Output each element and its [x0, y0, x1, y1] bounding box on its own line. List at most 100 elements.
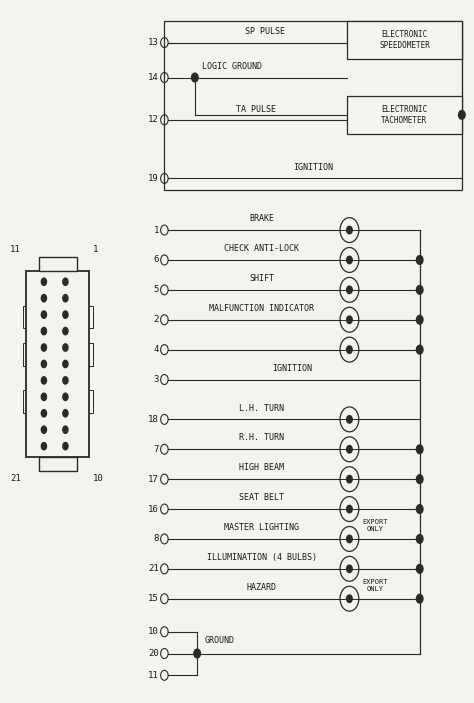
Text: 11: 11: [148, 671, 159, 680]
Circle shape: [62, 343, 69, 352]
Text: 7: 7: [154, 445, 159, 453]
Circle shape: [346, 535, 352, 543]
Circle shape: [417, 285, 423, 295]
Text: ILLUMINATION (4 BULBS): ILLUMINATION (4 BULBS): [207, 553, 317, 562]
Circle shape: [458, 110, 465, 120]
Text: 2: 2: [154, 315, 159, 324]
Bar: [164, 22, 462, 190]
Circle shape: [417, 256, 423, 264]
Circle shape: [346, 226, 352, 234]
Circle shape: [62, 294, 69, 302]
Text: 16: 16: [148, 505, 159, 514]
Text: MASTER LIGHTING: MASTER LIGHTING: [224, 523, 299, 532]
Text: HIGH BEAM: HIGH BEAM: [239, 463, 284, 472]
Bar: [86, 343, 92, 366]
Text: LOGIC GROUND: LOGIC GROUND: [202, 63, 262, 71]
Circle shape: [417, 505, 423, 513]
Text: R.H. TURN: R.H. TURN: [239, 434, 284, 442]
Circle shape: [62, 310, 69, 319]
Text: 10: 10: [148, 627, 159, 636]
Bar: [86, 390, 92, 413]
Text: 15: 15: [148, 594, 159, 603]
Bar: [26, 271, 90, 458]
Text: EXPORT
ONLY: EXPORT ONLY: [363, 579, 388, 592]
Text: GROUND: GROUND: [204, 636, 234, 645]
Circle shape: [41, 278, 47, 286]
Text: 5: 5: [154, 285, 159, 295]
Text: ELECTRONIC
TACHOMETER: ELECTRONIC TACHOMETER: [382, 105, 428, 124]
Circle shape: [417, 475, 423, 484]
Bar: [347, 96, 462, 134]
Circle shape: [62, 376, 69, 385]
Text: 3: 3: [154, 375, 159, 384]
Text: 21: 21: [10, 475, 20, 483]
Circle shape: [41, 441, 47, 451]
Circle shape: [346, 475, 352, 483]
Circle shape: [194, 649, 201, 658]
Text: SHIFT: SHIFT: [249, 274, 274, 283]
Circle shape: [62, 360, 69, 368]
Text: 20: 20: [148, 649, 159, 658]
Circle shape: [417, 316, 423, 324]
Text: BRAKE: BRAKE: [249, 214, 274, 224]
Bar: [39, 257, 77, 271]
Circle shape: [346, 346, 352, 354]
Text: TA PULSE: TA PULSE: [236, 105, 276, 114]
Text: 8: 8: [154, 534, 159, 543]
Bar: [23, 390, 29, 413]
Circle shape: [346, 595, 352, 602]
Text: 17: 17: [148, 475, 159, 484]
Text: IGNITION: IGNITION: [272, 363, 312, 373]
Text: 19: 19: [148, 174, 159, 183]
Text: 1: 1: [93, 245, 99, 254]
Bar: [23, 306, 29, 328]
Text: CHECK ANTI-LOCK: CHECK ANTI-LOCK: [224, 244, 299, 253]
Circle shape: [346, 505, 352, 512]
Text: ELECTRONIC
SPEEDOMETER: ELECTRONIC SPEEDOMETER: [379, 30, 430, 50]
Circle shape: [41, 392, 47, 401]
Text: SEAT BELT: SEAT BELT: [239, 494, 284, 502]
Bar: [39, 458, 77, 471]
Text: 10: 10: [93, 475, 104, 483]
Circle shape: [41, 409, 47, 418]
Circle shape: [41, 294, 47, 302]
Circle shape: [417, 345, 423, 354]
Text: 14: 14: [148, 73, 159, 82]
Circle shape: [62, 327, 69, 335]
Circle shape: [41, 327, 47, 335]
Circle shape: [41, 425, 47, 434]
Circle shape: [41, 376, 47, 385]
Circle shape: [62, 278, 69, 286]
Text: IGNITION: IGNITION: [293, 163, 333, 172]
Text: 6: 6: [154, 255, 159, 264]
Text: 1: 1: [154, 226, 159, 235]
Text: HAZARD: HAZARD: [246, 583, 277, 592]
Bar: [86, 306, 92, 328]
Circle shape: [417, 534, 423, 543]
Circle shape: [62, 425, 69, 434]
Circle shape: [41, 343, 47, 352]
Text: EXPORT
ONLY: EXPORT ONLY: [363, 519, 388, 532]
Circle shape: [417, 565, 423, 573]
Circle shape: [62, 409, 69, 418]
Circle shape: [346, 316, 352, 323]
Circle shape: [62, 392, 69, 401]
Text: 13: 13: [148, 38, 159, 47]
Text: 12: 12: [148, 115, 159, 124]
Circle shape: [417, 594, 423, 603]
Circle shape: [346, 286, 352, 294]
Circle shape: [62, 441, 69, 451]
Circle shape: [346, 256, 352, 264]
Circle shape: [41, 310, 47, 319]
Text: 4: 4: [154, 345, 159, 354]
Circle shape: [191, 73, 198, 82]
Text: SP PULSE: SP PULSE: [245, 27, 285, 37]
Circle shape: [346, 565, 352, 572]
Text: 11: 11: [10, 245, 20, 254]
Circle shape: [417, 445, 423, 453]
Text: 18: 18: [148, 415, 159, 424]
Text: MALFUNCTION INDICATOR: MALFUNCTION INDICATOR: [209, 304, 314, 313]
Text: L.H. TURN: L.H. TURN: [239, 404, 284, 413]
Circle shape: [346, 446, 352, 453]
Circle shape: [41, 360, 47, 368]
